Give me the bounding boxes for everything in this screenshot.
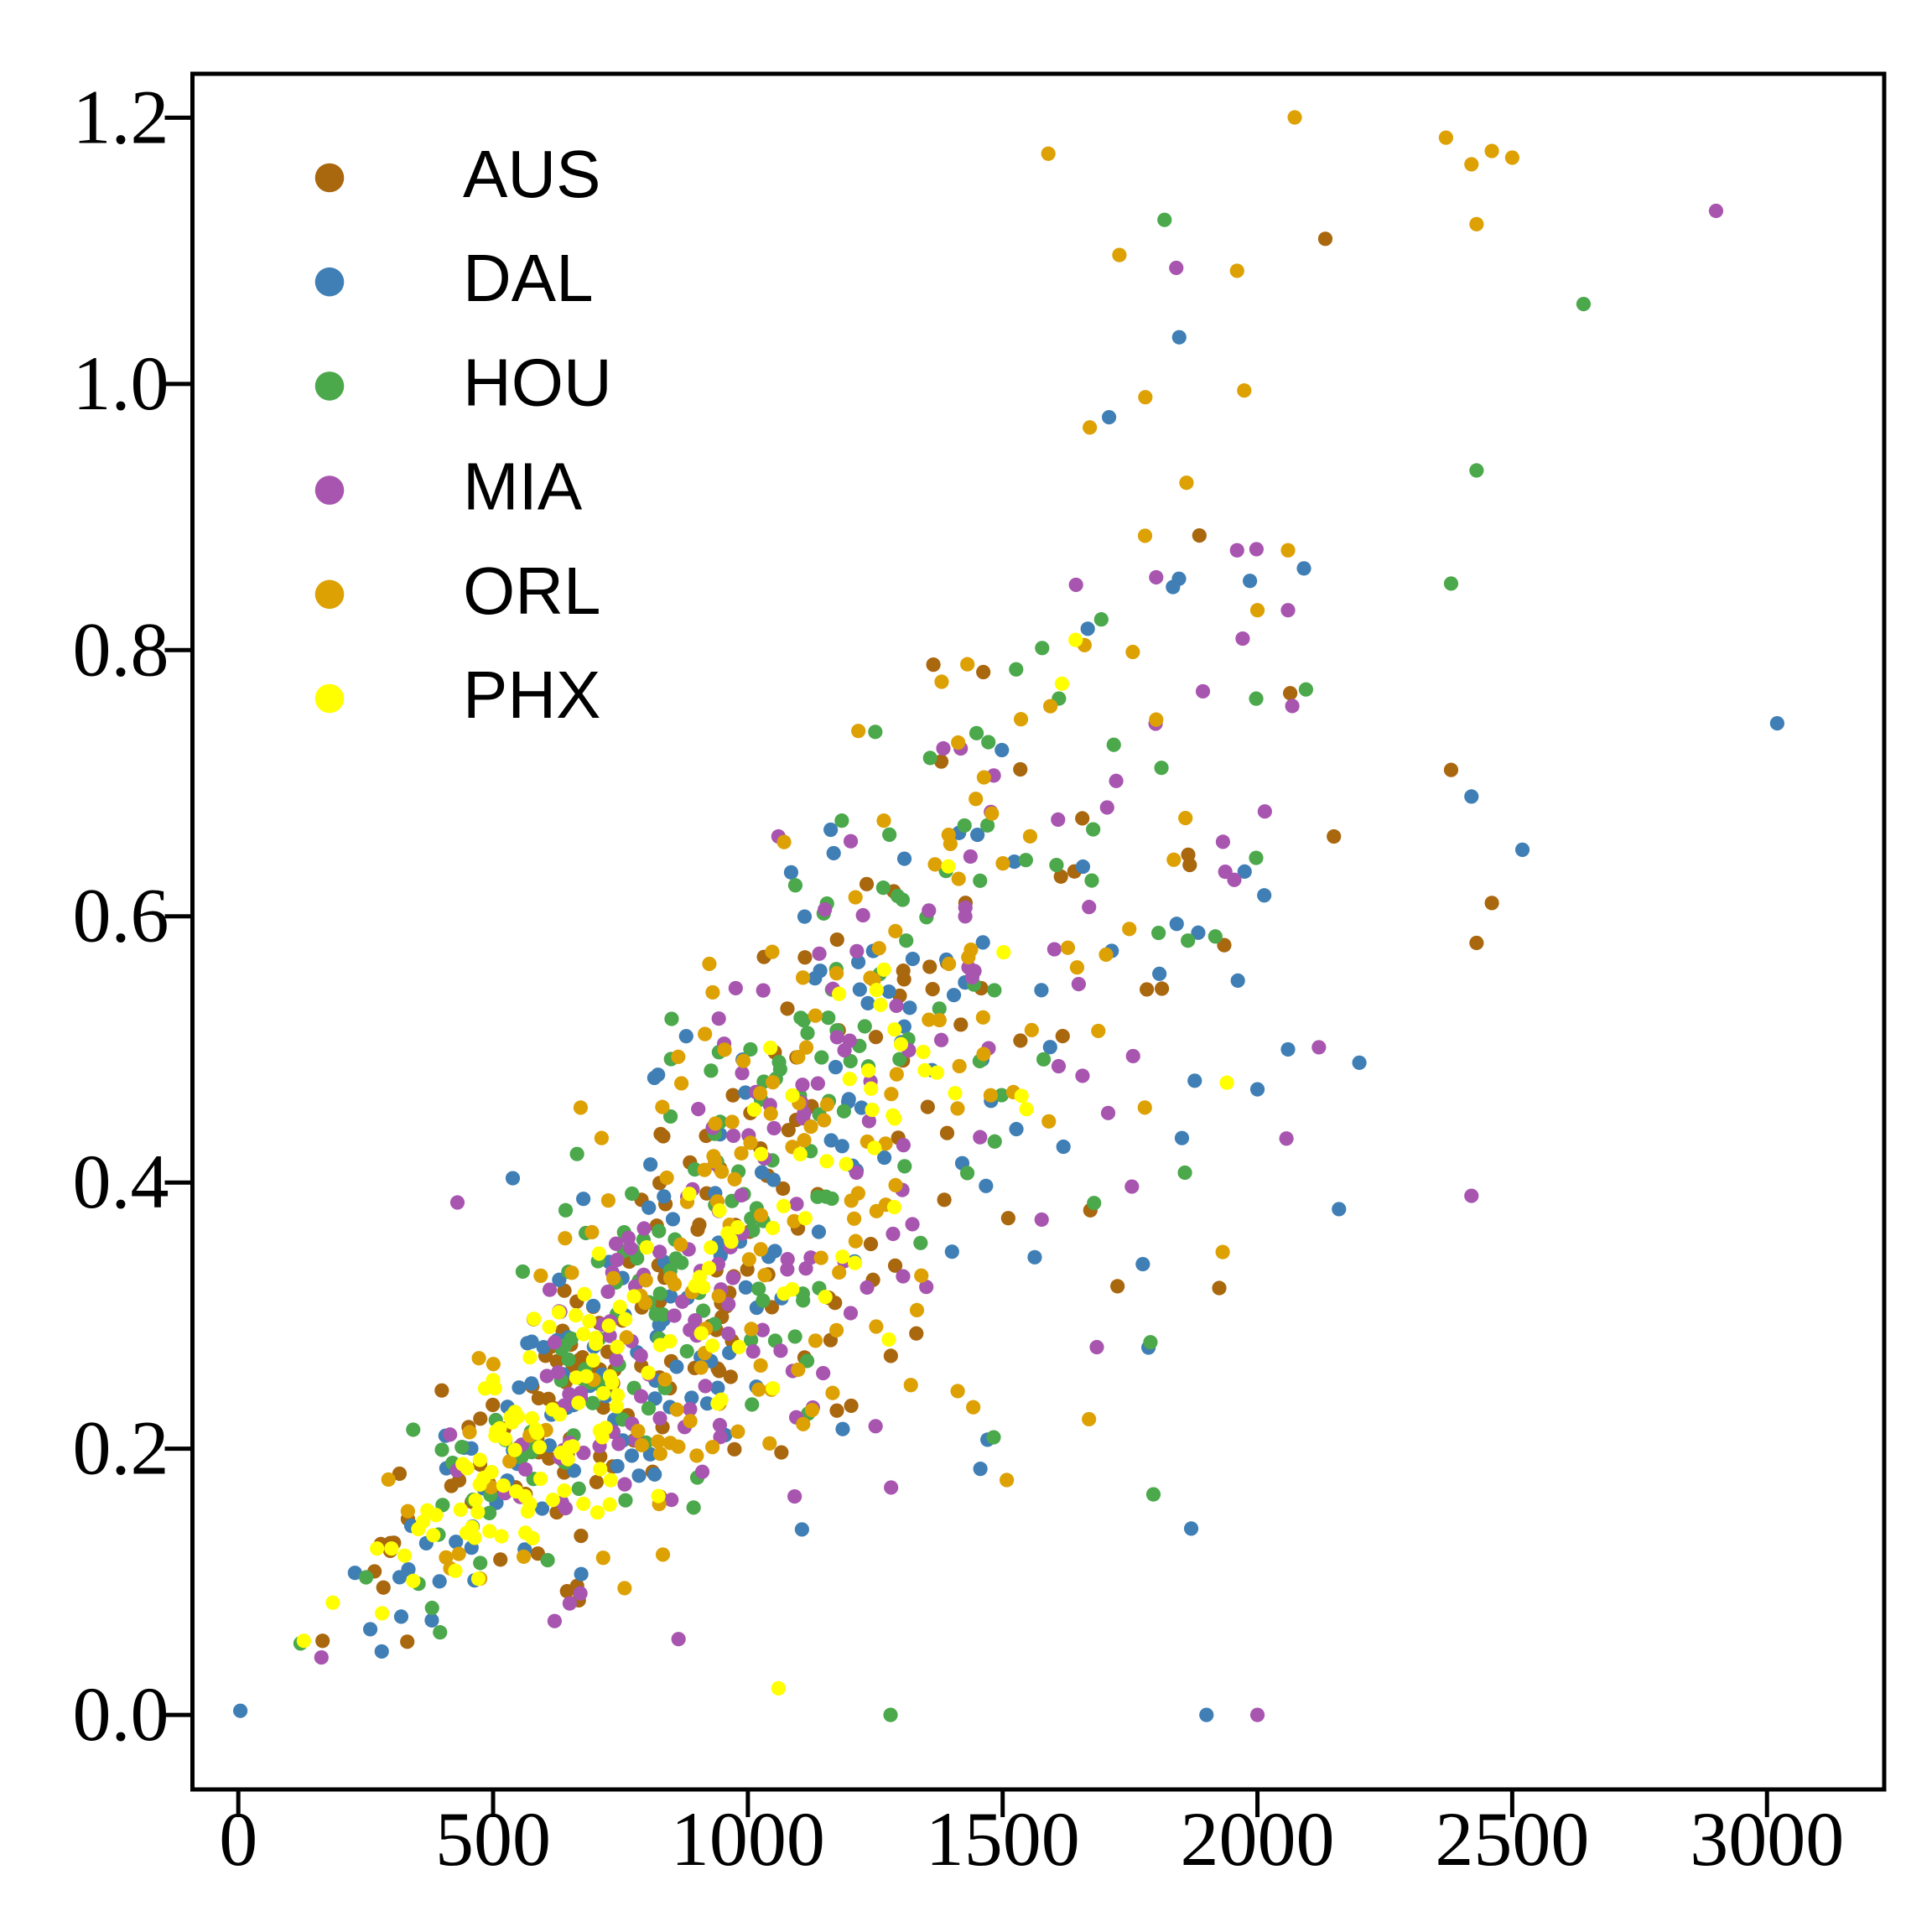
svg-text:1500: 1500 [926,1796,1080,1882]
svg-text:PHX: PHX [463,657,601,732]
svg-text:0.2: 0.2 [73,1405,169,1491]
svg-text:0: 0 [219,1796,257,1882]
svg-text:500: 500 [435,1796,551,1882]
svg-text:0.0: 0.0 [73,1671,169,1757]
svg-text:3000: 3000 [1690,1796,1844,1882]
svg-text:2500: 2500 [1435,1796,1589,1882]
svg-text:AUS: AUS [463,137,601,211]
svg-text:1.2: 1.2 [73,74,169,159]
svg-text:0.6: 0.6 [73,873,169,958]
svg-text:2000: 2000 [1181,1796,1335,1882]
svg-text:ORL: ORL [463,553,601,628]
svg-text:1.0: 1.0 [73,340,169,426]
svg-text:MIA: MIA [463,449,583,524]
svg-text:DAL: DAL [463,241,594,315]
svg-text:0.4: 0.4 [73,1139,169,1224]
svg-text:0.8: 0.8 [73,606,169,692]
svg-text:HOU: HOU [463,345,612,419]
svg-text:1000: 1000 [671,1796,825,1882]
